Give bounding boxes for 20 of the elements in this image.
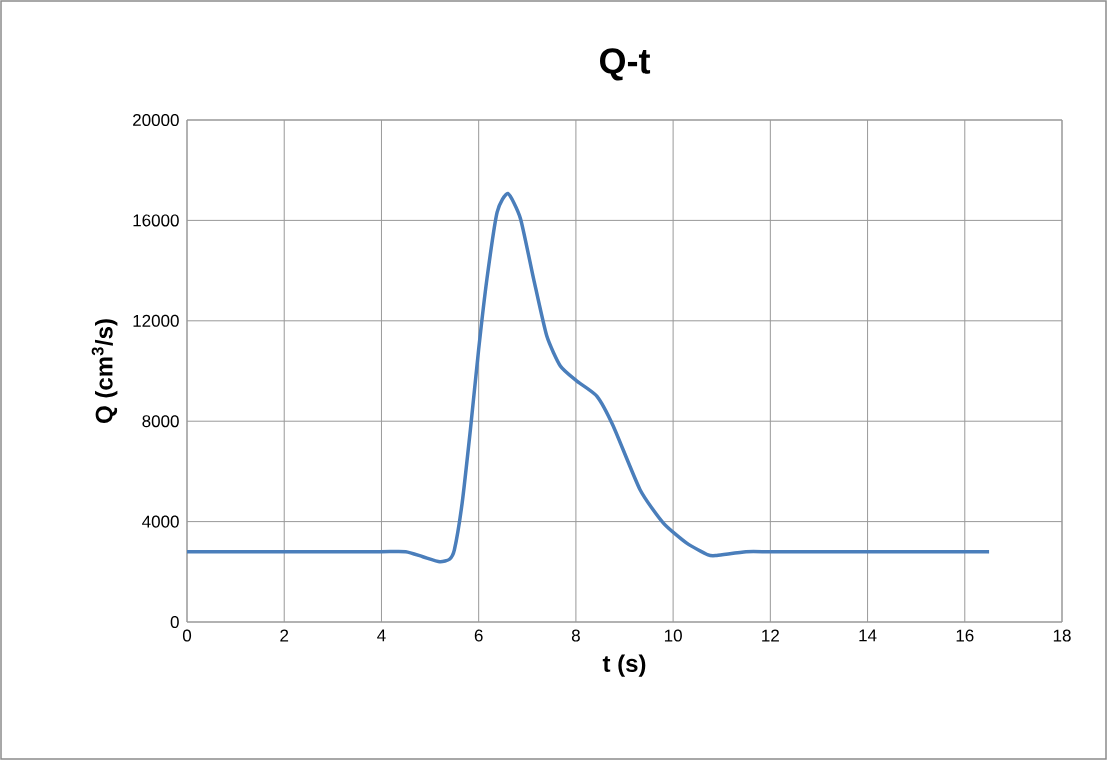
x-tick-label: 4 [377, 629, 386, 642]
y-tick-label: 4000 [142, 515, 179, 528]
x-tick-label: 12 [762, 629, 779, 642]
y-tick-label: 12000 [133, 314, 179, 327]
x-tick-label: 10 [664, 629, 682, 642]
y-tick-label: 20000 [133, 113, 179, 127]
x-tick-label: 2 [280, 629, 289, 642]
line-series [187, 191, 991, 564]
y-tick-label: 0 [170, 615, 179, 629]
x-tick-label: 18 [1053, 629, 1071, 642]
x-tick-label: 6 [474, 629, 483, 642]
y-tick-label: 8000 [142, 415, 179, 428]
x-tick-label: 14 [859, 629, 877, 642]
y-axis-title: Q (cm$^{3}$/s) [91, 319, 118, 423]
x-tick-label: 0 [182, 629, 192, 642]
chart-title: Q-t [600, 48, 651, 81]
y-tick-label: 16000 [133, 214, 179, 227]
x-axis-title: t (s) [602, 654, 646, 677]
x-tick-label: 16 [956, 629, 974, 642]
x-tick-label: 8 [571, 629, 580, 642]
